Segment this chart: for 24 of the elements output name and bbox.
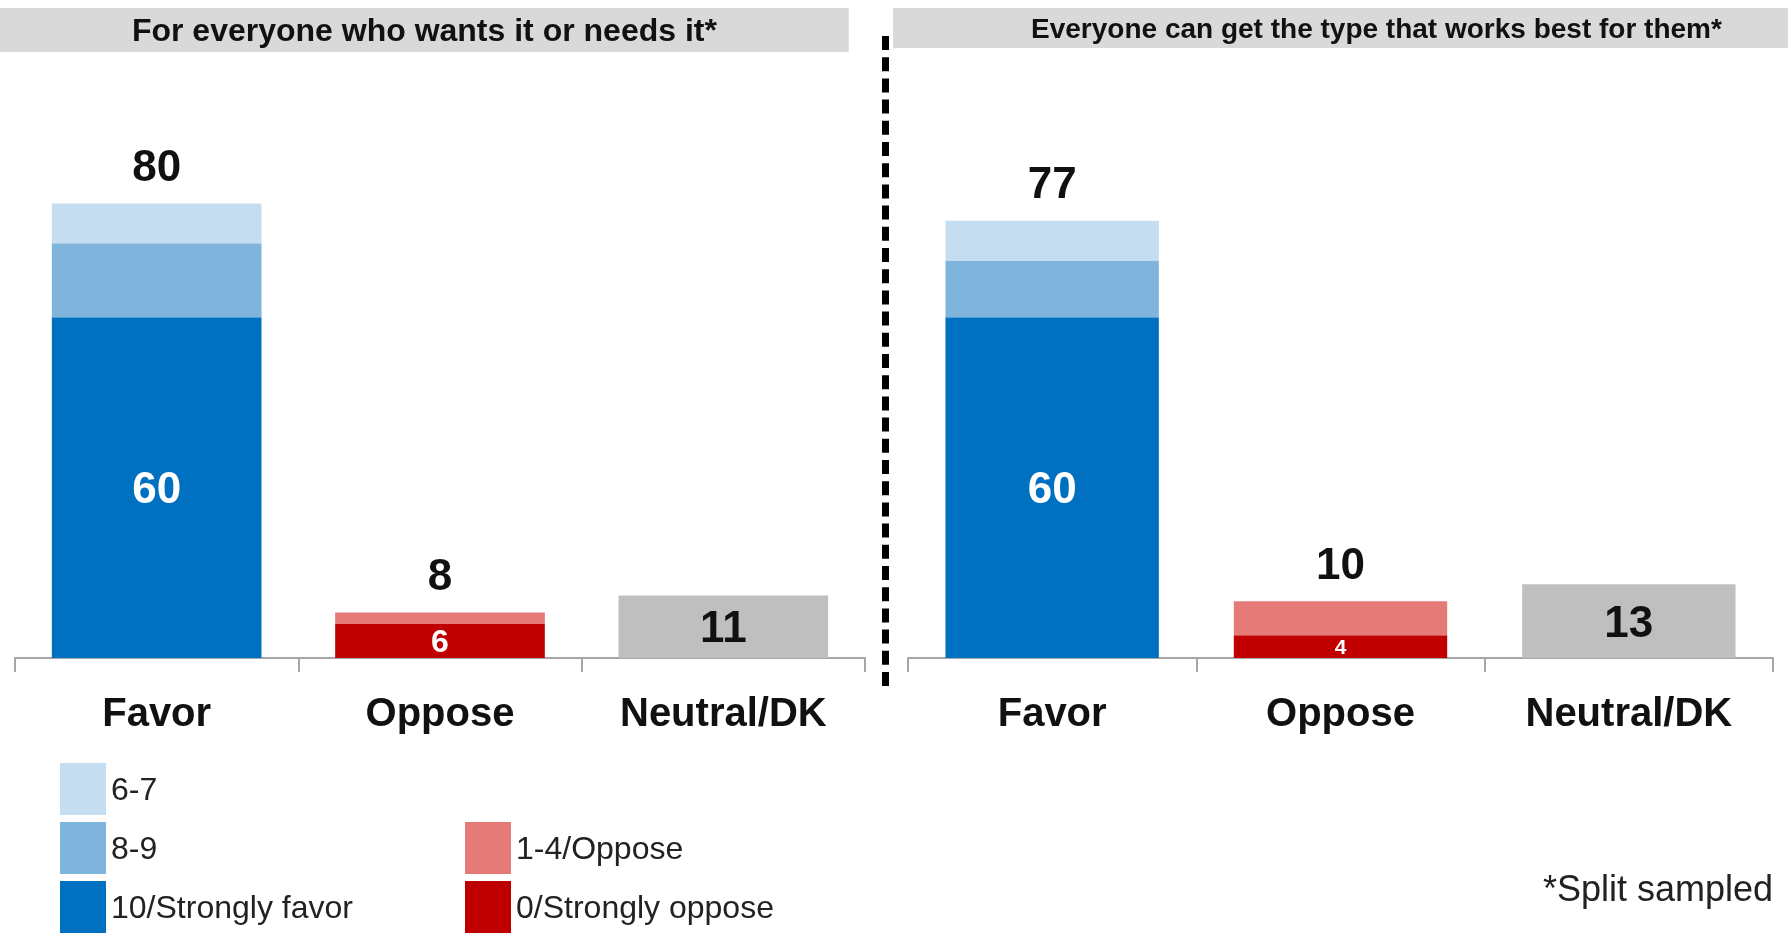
chart-title: For everyone who wants it or needs it* bbox=[131, 12, 718, 48]
legend-label: 10/Strongly favor bbox=[111, 889, 354, 925]
legend-label: 0/Strongly oppose bbox=[516, 889, 774, 925]
x-tick-label: Neutral/DK bbox=[619, 690, 827, 734]
total-label: 8 bbox=[427, 550, 453, 600]
total-label: 10 bbox=[1316, 538, 1365, 588]
data-label: 4 bbox=[1334, 635, 1347, 659]
total-label: 77 bbox=[1027, 158, 1077, 208]
legend-label: 1-4/Oppose bbox=[516, 830, 684, 866]
total-label: 80 bbox=[132, 141, 182, 191]
data-label: 60 bbox=[1027, 463, 1077, 513]
chart-title: Everyone can get the type that works best for them* bbox=[1031, 12, 1722, 44]
x-tick-label: Favor bbox=[102, 690, 212, 734]
text: *Split sampled bbox=[1542, 867, 1774, 909]
data-label: 60 bbox=[132, 463, 182, 513]
x-tick-label: Oppose bbox=[365, 690, 515, 734]
data-label: 11 bbox=[700, 602, 747, 652]
legend-label: 8-9 bbox=[111, 830, 158, 866]
x-tick-label: Neutral/DK bbox=[1525, 690, 1733, 734]
x-tick-label: Oppose bbox=[1266, 690, 1415, 734]
legend-label: 6-7 bbox=[111, 771, 158, 807]
data-label: 13 bbox=[1604, 596, 1654, 646]
x-tick-label: Favor bbox=[997, 690, 1107, 734]
data-label: 6 bbox=[431, 622, 449, 659]
